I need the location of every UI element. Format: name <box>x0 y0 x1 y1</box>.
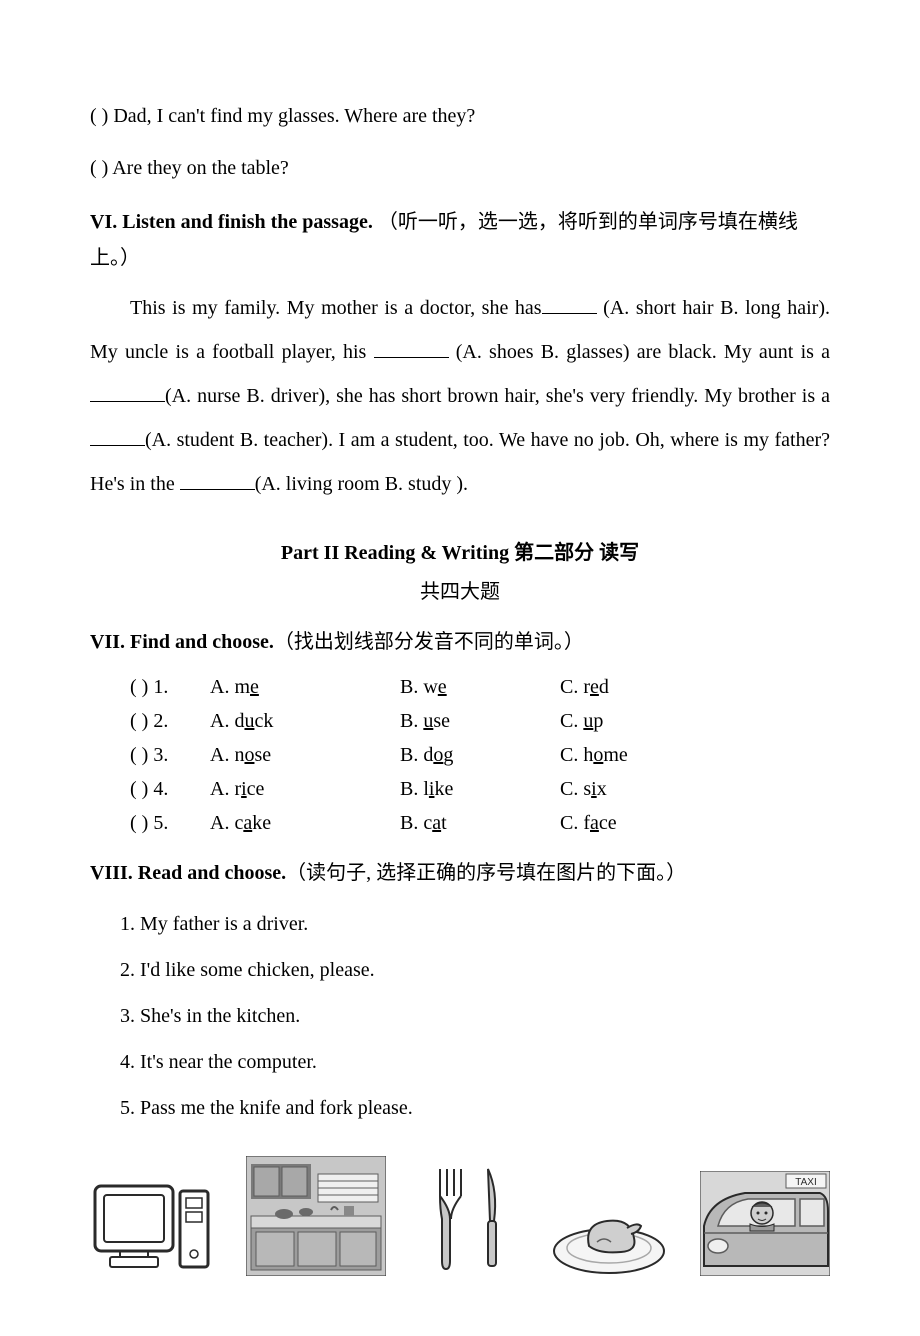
blank-4 <box>90 426 145 446</box>
row-paren: ( ) 4. <box>130 772 210 806</box>
section-6-passage: This is my family. My mother is a doctor… <box>90 286 830 506</box>
table-row: ( ) 5. A. cake B. cat C. face <box>130 806 830 840</box>
section-7-table: ( ) 1. A. me B. we C. red ( ) 2. A. duck… <box>130 670 830 840</box>
chicken-image <box>549 1196 669 1276</box>
section-6-heading: VI. Listen and finish the passage. （听一听，… <box>90 204 830 276</box>
p1d: (A. nurse B. driver), she has short brow… <box>165 385 830 407</box>
sentence-1: 1. My father is a driver. <box>120 901 830 947</box>
choice-a: A. cake <box>210 806 400 840</box>
table-row: ( ) 1. A. me B. we C. red <box>130 670 830 704</box>
choice-c: C. red <box>560 670 700 704</box>
choice-a: A. rice <box>210 772 400 806</box>
kitchen-image <box>246 1156 386 1276</box>
fork-knife-image <box>418 1161 518 1276</box>
blank-2 <box>374 338 449 358</box>
section-7-heading: VII. Find and choose.（找出划线部分发音不同的单词。） <box>90 624 830 660</box>
dialogue-line-1: ( ) Dad, I can't find my glasses. Where … <box>90 100 830 132</box>
choice-c: C. home <box>560 738 700 772</box>
choice-a: A. me <box>210 670 400 704</box>
blank-1 <box>542 294 597 314</box>
part-2-heading: Part II Reading & Writing 第二部分 读写 <box>90 536 830 565</box>
svg-text:TAXI: TAXI <box>795 1177 816 1188</box>
choice-c: C. six <box>560 772 700 806</box>
choice-b: B. cat <box>400 806 560 840</box>
section-8-heading-bold: VIII. Read and choose. <box>90 862 286 884</box>
choice-c: C. up <box>560 704 700 738</box>
section-7-heading-bold: VII. Find and choose. <box>90 631 274 653</box>
table-row: ( ) 4. A. rice B. like C. six <box>130 772 830 806</box>
row-paren: ( ) 2. <box>130 704 210 738</box>
taxi-image: TAXI <box>700 1171 830 1276</box>
blank-5 <box>180 470 255 490</box>
row-paren: ( ) 5. <box>130 806 210 840</box>
section-8-heading: VIII. Read and choose.（读句子, 选择正确的序号填在图片的… <box>90 855 830 891</box>
section-7-heading-normal: （找出划线部分发音不同的单词。） <box>274 631 584 653</box>
choice-a: A. nose <box>210 738 400 772</box>
sentence-2: 2. I'd like some chicken, please. <box>120 947 830 993</box>
p1f: (A. living room B. study ). <box>255 473 468 495</box>
p1a: This is my family. My mother is a doctor… <box>130 297 542 319</box>
sentence-5: 5. Pass me the knife and fork please. <box>120 1085 830 1131</box>
choice-b: B. dog <box>400 738 560 772</box>
section-6-heading-bold: VI. Listen and finish the passage. <box>90 211 378 233</box>
part-2-subtitle: 共四大题 <box>90 575 830 604</box>
section-8-images: TAXI <box>90 1156 830 1276</box>
choice-b: B. we <box>400 670 560 704</box>
choice-b: B. like <box>400 772 560 806</box>
blank-3 <box>90 382 165 402</box>
sentence-4: 4. It's near the computer. <box>120 1039 830 1085</box>
p1c: (A. shoes B. glasses) are black. My aunt… <box>449 341 830 363</box>
section-8-sentences: 1. My father is a driver. 2. I'd like so… <box>120 901 830 1131</box>
row-paren: ( ) 1. <box>130 670 210 704</box>
computer-image <box>90 1176 215 1276</box>
choice-b: B. use <box>400 704 560 738</box>
choice-c: C. face <box>560 806 700 840</box>
dialogue-line-2: ( ) Are they on the table? <box>90 152 830 184</box>
table-row: ( ) 2. A. duck B. use C. up <box>130 704 830 738</box>
table-row: ( ) 3. A. nose B. dog C. home <box>130 738 830 772</box>
sentence-3: 3. She's in the kitchen. <box>120 993 830 1039</box>
choice-a: A. duck <box>210 704 400 738</box>
section-8-heading-normal: （读句子, 选择正确的序号填在图片的下面。） <box>286 862 686 884</box>
row-paren: ( ) 3. <box>130 738 210 772</box>
